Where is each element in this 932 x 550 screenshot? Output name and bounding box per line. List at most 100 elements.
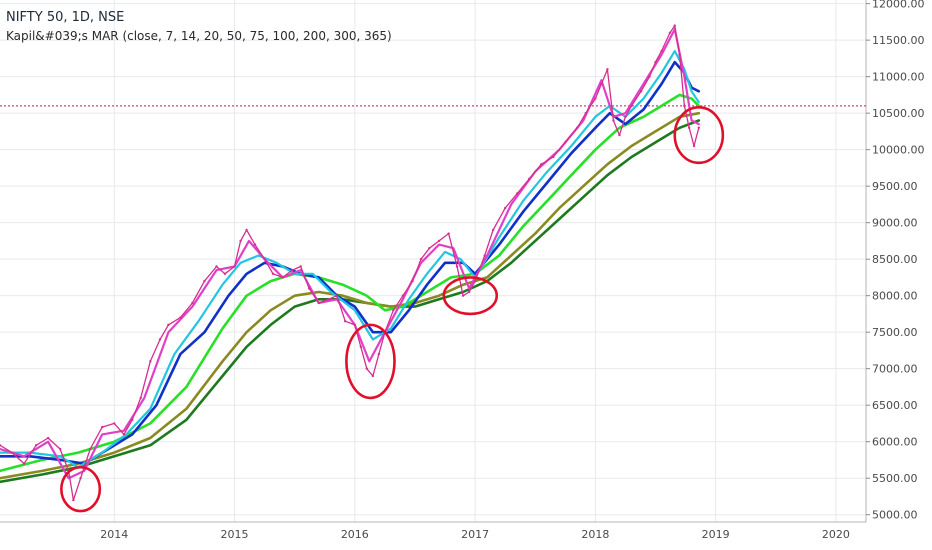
price-point [692,144,696,148]
price-point [245,228,248,232]
price-point [447,232,450,235]
price-point [10,451,14,454]
price-point [122,433,126,436]
price-point [576,126,579,129]
price-point [540,163,543,166]
x-tick-label: 2018 [581,528,609,541]
price-point [0,444,2,447]
price-point [317,301,320,305]
price-point [612,119,615,122]
x-tick-label: 2015 [221,528,249,541]
y-tick-label: 6000.00 [872,436,918,449]
price-point [392,309,395,312]
price-point [353,323,357,327]
price-point [139,396,142,400]
price-point [660,49,663,53]
x-axis-ticks: 2014 2015 2016 2017 2018 2019 2020 [100,528,850,541]
price-point [467,290,471,294]
price-point [528,177,531,181]
y-tick-label: 12000.00 [872,0,925,11]
series-line-close [0,24,700,501]
price-point [89,447,92,451]
price-point [223,272,227,275]
price-point [203,279,206,283]
price-point [79,476,82,480]
y-axis-ticks: 5000.00 5500.00 6000.00 6500.00 7000.00 7500.… [866,0,925,522]
price-point [191,301,194,305]
annotation-group [60,106,725,513]
x-tick-label: 2014 [100,528,128,541]
price-point [22,462,26,465]
price-point [630,104,633,108]
price-point [263,257,266,261]
grid-lines [0,0,866,523]
price-point [411,279,414,283]
price-point [683,104,686,108]
price-point [564,141,567,144]
price-point [600,82,603,86]
x-tick-label: 2017 [461,528,489,541]
price-point [491,228,495,232]
series-line-ma-365 [0,119,701,484]
y-tick-label: 7500.00 [872,326,918,339]
price-point [687,126,691,129]
price-point [281,276,284,279]
y-tick-label: 8000.00 [872,290,918,303]
y-tick-label: 8500.00 [872,253,918,266]
price-point [215,265,218,268]
price-point [239,239,242,243]
price-point [113,422,116,425]
y-tick-label: 7000.00 [872,363,918,376]
price-point [58,447,62,451]
price-point [72,498,75,502]
price-point [291,268,294,272]
y-tick-label: 6500.00 [872,399,918,412]
circle-2016 [345,323,396,400]
price-point [179,316,182,319]
price-point [343,320,347,323]
price-point [678,53,681,56]
series-line-ma-300 [0,111,701,480]
price-point [673,24,676,27]
price-point [668,31,672,35]
price-point [461,294,465,297]
price-point [233,265,236,268]
price-point [618,133,621,137]
price-point [455,265,459,268]
price-point [46,436,50,440]
x-tick-label: 2020 [822,528,850,541]
price-point [503,206,507,210]
x-tick-label: 2016 [341,528,369,541]
price-point [419,257,423,261]
y-tick-label: 9500.00 [872,180,918,193]
price-point [253,243,257,246]
price-point [299,265,302,268]
indicator-label: Kapil&#039;s MAR (close, 7, 14, 20, 50, … [6,29,392,43]
price-point [401,294,405,297]
price-point [697,126,701,129]
price-point [371,374,375,378]
price-point [473,279,477,283]
circle-2017 [442,276,499,316]
price-point [594,97,597,100]
price-point [377,352,381,356]
price-point [101,425,104,429]
price-point [149,360,152,363]
y-tick-label: 9000.00 [872,217,918,230]
circle-2018 [673,106,725,165]
series-line-ma-7-20 [0,28,700,480]
series-line-ma-200 [0,93,701,473]
price-point [131,418,134,421]
price-point [437,239,441,243]
price-point [428,247,431,250]
price-point [624,115,627,119]
price-point [654,60,657,64]
y-tick-label: 10000.00 [872,144,925,157]
y-tick-label: 10500.00 [872,107,925,120]
price-point [327,298,330,301]
price-point [606,68,609,71]
price-point [167,323,170,327]
price-point [271,272,275,275]
price-point [639,90,643,93]
price-point [584,111,587,115]
